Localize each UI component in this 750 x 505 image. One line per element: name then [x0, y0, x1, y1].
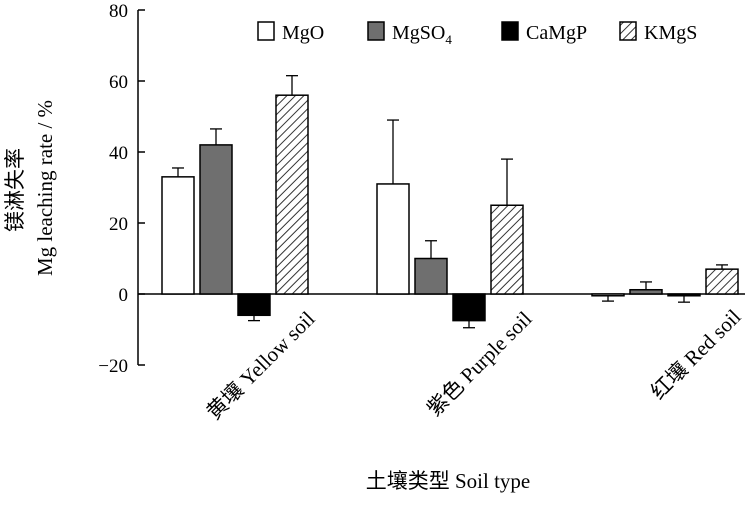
y-tick-label: 20: [109, 214, 128, 235]
bar: [161, 176, 195, 295]
bar: [237, 293, 271, 317]
category-label: 黄壤 Yellow soil: [202, 306, 320, 424]
category-label: 红壤 Red soil: [646, 304, 746, 404]
bar: [667, 293, 701, 297]
legend-label: CaMgP: [526, 22, 587, 44]
bar: [414, 257, 448, 295]
y-axis-title: Mg leaching rate / %: [33, 100, 57, 276]
y-tick-label: 60: [109, 72, 128, 93]
legend: MgO MgSO4 CaMgP KMgS: [257, 21, 697, 47]
bar: [629, 288, 663, 295]
legend-label: KMgS: [644, 22, 697, 44]
bar: [591, 293, 625, 297]
bar: [490, 204, 524, 295]
y-tick-label: 40: [109, 143, 128, 164]
legend-label: MgSO4: [392, 22, 452, 47]
bar: [452, 293, 486, 322]
y-tick-label: 80: [109, 1, 128, 22]
legend-swatch: [501, 21, 519, 41]
x-axis-title: 土壤类型 Soil type: [366, 469, 531, 493]
bars: [161, 75, 739, 329]
bar: [275, 94, 309, 295]
labels: −20 0 20 40 60 80 镁淋失率 Mg leaching rate / % 黄壤 Y…: [3, 1, 746, 493]
bar: [705, 268, 739, 295]
legend-swatch: [619, 21, 637, 41]
bar: [376, 183, 410, 295]
bar: [199, 144, 233, 295]
legend-swatch: [367, 21, 385, 41]
y-tick-label: −20: [98, 356, 128, 377]
y-axis-title-cn: 镁淋失率: [3, 148, 27, 232]
y-tick-label: 0: [119, 285, 129, 306]
category-label: 紫色 Purple soil: [422, 306, 536, 420]
legend-swatch: [257, 21, 275, 41]
legend-label: MgO: [282, 22, 324, 44]
